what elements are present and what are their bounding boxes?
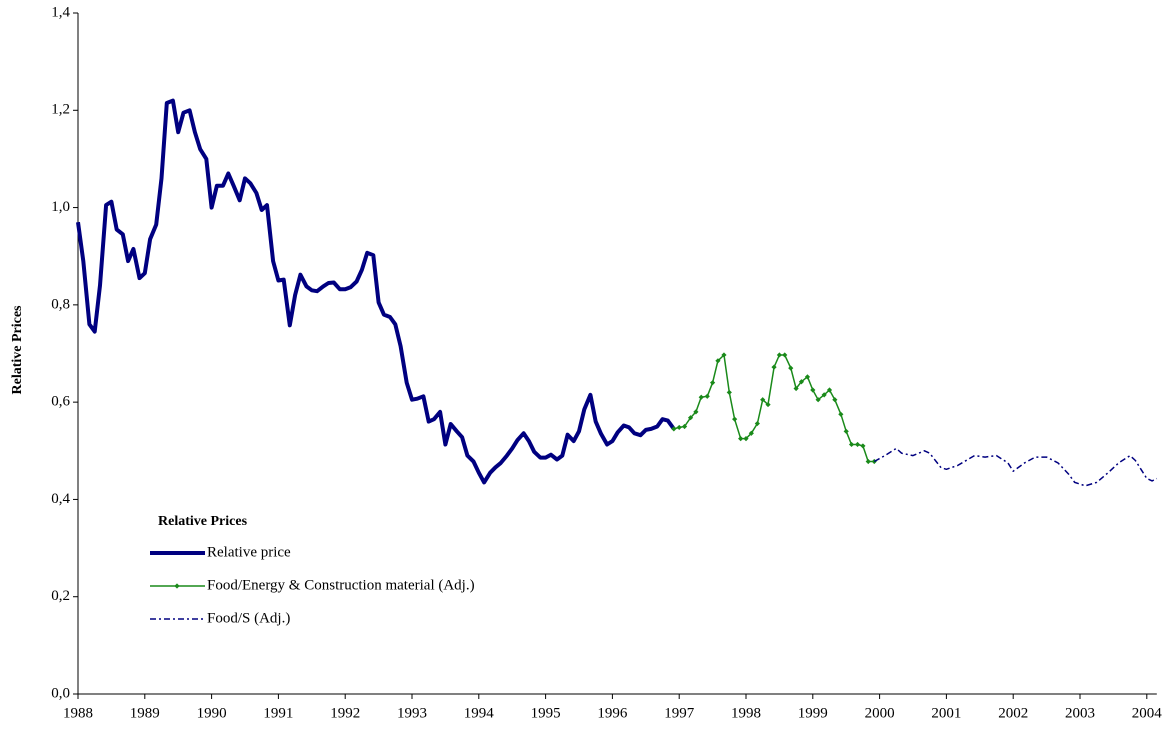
marker: [754, 420, 760, 427]
x-tick-label: 1994: [464, 705, 495, 721]
marker: [860, 443, 866, 449]
marker: [676, 424, 682, 431]
x-tick-label: 1991: [263, 705, 293, 721]
y-tick-label: 0,0: [51, 685, 70, 701]
marker: [838, 411, 844, 417]
marker: [826, 387, 833, 393]
marker: [687, 415, 694, 421]
marker: [738, 436, 744, 442]
marker: [732, 416, 738, 422]
marker: [871, 458, 877, 465]
y-axis-label: Relative Prices: [10, 305, 25, 395]
marker: [698, 394, 704, 400]
marker: [798, 379, 805, 385]
marker: [865, 458, 871, 465]
marker: [693, 409, 699, 415]
marker: [681, 423, 688, 430]
marker: [810, 387, 816, 393]
marker: [788, 365, 794, 371]
marker: [704, 393, 710, 399]
legend-title: Relative Prices: [158, 514, 248, 529]
x-tick-label: 1996: [597, 705, 628, 721]
legend-label: Food/S (Adj.): [207, 610, 290, 626]
x-tick-label: 2004: [1132, 705, 1163, 721]
marker: [765, 401, 771, 408]
marker: [804, 374, 811, 380]
legend-marker: [174, 583, 180, 589]
marker: [671, 426, 677, 432]
x-tick-label: 2003: [1065, 705, 1095, 721]
x-tick-label: 1995: [531, 705, 561, 721]
x-tick-label: 2002: [998, 705, 1028, 721]
x-tick-label: 1990: [197, 705, 227, 721]
x-tick-label: 2001: [931, 705, 961, 721]
x-tick-label: 1993: [397, 705, 427, 721]
marker: [771, 364, 777, 370]
marker: [776, 352, 782, 358]
legend-label: Food/Energy & Construction material (Adj…: [207, 577, 475, 593]
marker: [760, 397, 766, 403]
x-tick-label: 2000: [865, 705, 895, 721]
x-tick-label: 1999: [798, 705, 828, 721]
x-tick-label: 1998: [731, 705, 761, 721]
marker: [793, 385, 799, 392]
marker: [815, 397, 821, 403]
y-tick-label: 0,2: [51, 588, 70, 604]
y-tick-label: 0,8: [51, 296, 70, 312]
marker: [721, 352, 727, 358]
series-line: [873, 447, 1158, 487]
marker: [832, 397, 838, 403]
y-tick-label: 1,0: [51, 199, 70, 215]
series-line: [673, 354, 875, 463]
y-tick-label: 1,4: [51, 4, 70, 20]
y-tick-label: 0,4: [51, 491, 70, 507]
marker: [748, 430, 754, 436]
marker: [821, 392, 827, 398]
marker: [843, 428, 849, 434]
marker: [743, 436, 749, 442]
x-tick-label: 1992: [330, 705, 360, 721]
marker: [715, 358, 721, 364]
marker: [782, 352, 788, 358]
x-tick-label: 1988: [63, 705, 93, 721]
x-tick-label: 1997: [664, 705, 695, 721]
x-tick-label: 1989: [130, 705, 160, 721]
marker: [854, 441, 861, 448]
marker: [848, 441, 855, 448]
legend-label: Relative price: [207, 544, 291, 560]
y-tick-label: 1,2: [51, 102, 70, 118]
marker: [726, 389, 732, 396]
marker: [710, 380, 716, 386]
series-line: [76, 98, 676, 485]
y-tick-label: 0,6: [51, 394, 70, 410]
